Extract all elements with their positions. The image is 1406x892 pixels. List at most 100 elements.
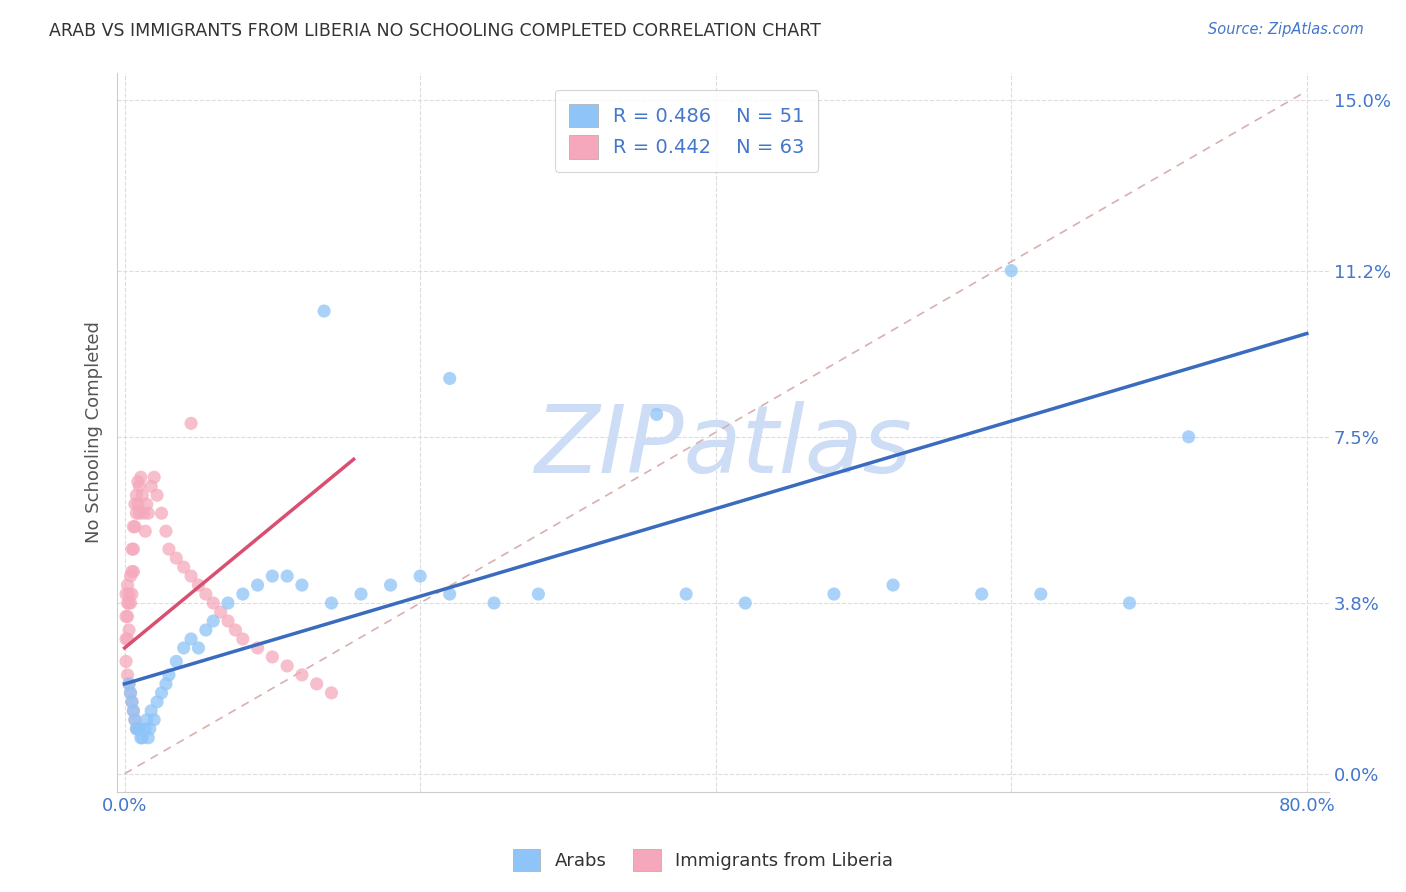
Point bbox=[120, 596, 142, 610]
Point bbox=[262, 649, 284, 664]
Point bbox=[314, 304, 336, 318]
Legend: Arabs, Immigrants from Liberia: Arabs, Immigrants from Liberia bbox=[506, 842, 900, 879]
Point bbox=[115, 609, 138, 624]
Point bbox=[291, 578, 314, 592]
Point bbox=[118, 623, 141, 637]
Point bbox=[1000, 263, 1022, 277]
Point bbox=[209, 605, 232, 619]
Point bbox=[127, 722, 149, 736]
Point bbox=[118, 677, 141, 691]
Point bbox=[439, 587, 461, 601]
Point bbox=[232, 587, 254, 601]
Point bbox=[380, 578, 402, 592]
Point bbox=[155, 677, 177, 691]
Point bbox=[134, 722, 156, 736]
Point bbox=[125, 488, 148, 502]
Point bbox=[276, 569, 298, 583]
Point bbox=[165, 655, 187, 669]
Point bbox=[121, 542, 143, 557]
Text: Source: ZipAtlas.com: Source: ZipAtlas.com bbox=[1208, 22, 1364, 37]
Point bbox=[120, 686, 142, 700]
Point bbox=[321, 686, 343, 700]
Point bbox=[146, 488, 169, 502]
Point bbox=[121, 587, 143, 601]
Point bbox=[136, 731, 159, 745]
Point bbox=[122, 704, 145, 718]
Point bbox=[135, 497, 157, 511]
Point bbox=[117, 632, 139, 646]
Point bbox=[124, 713, 146, 727]
Point bbox=[128, 722, 150, 736]
Point bbox=[127, 475, 149, 489]
Text: ARAB VS IMMIGRANTS FROM LIBERIA NO SCHOOLING COMPLETED CORRELATION CHART: ARAB VS IMMIGRANTS FROM LIBERIA NO SCHOO… bbox=[49, 22, 821, 40]
Point bbox=[125, 506, 148, 520]
Point bbox=[122, 519, 145, 533]
Point bbox=[128, 479, 150, 493]
Point bbox=[439, 371, 461, 385]
Point bbox=[262, 569, 284, 583]
Point bbox=[132, 506, 155, 520]
Point bbox=[482, 596, 505, 610]
Point bbox=[150, 506, 173, 520]
Point bbox=[217, 614, 239, 628]
Point bbox=[305, 677, 328, 691]
Point bbox=[157, 542, 180, 557]
Point bbox=[141, 704, 163, 718]
Point bbox=[1029, 587, 1052, 601]
Point bbox=[129, 470, 152, 484]
Point bbox=[970, 587, 993, 601]
Point bbox=[122, 565, 145, 579]
Point bbox=[173, 560, 195, 574]
Point bbox=[194, 587, 217, 601]
Point bbox=[122, 704, 145, 718]
Point bbox=[127, 497, 149, 511]
Point bbox=[1177, 430, 1199, 444]
Point bbox=[882, 578, 904, 592]
Point bbox=[180, 417, 202, 431]
Point bbox=[117, 596, 139, 610]
Point bbox=[115, 587, 138, 601]
Point bbox=[120, 569, 142, 583]
Point bbox=[173, 640, 195, 655]
Text: ZIPatlas: ZIPatlas bbox=[534, 401, 912, 492]
Point bbox=[117, 578, 139, 592]
Point bbox=[117, 609, 139, 624]
Point bbox=[125, 722, 148, 736]
Point bbox=[150, 686, 173, 700]
Legend: R = 0.486    N = 51, R = 0.442    N = 63: R = 0.486 N = 51, R = 0.442 N = 63 bbox=[555, 90, 818, 172]
Point bbox=[118, 677, 141, 691]
Point bbox=[115, 655, 138, 669]
Point bbox=[121, 695, 143, 709]
Point bbox=[125, 722, 148, 736]
Point bbox=[1118, 596, 1140, 610]
Point bbox=[202, 596, 225, 610]
Point bbox=[246, 578, 269, 592]
Point bbox=[202, 614, 225, 628]
Point bbox=[321, 596, 343, 610]
Point bbox=[135, 713, 157, 727]
Point bbox=[187, 578, 209, 592]
Point bbox=[180, 569, 202, 583]
Point bbox=[155, 524, 177, 538]
Point bbox=[350, 587, 373, 601]
Point bbox=[141, 479, 163, 493]
Point bbox=[291, 668, 314, 682]
Point bbox=[823, 587, 845, 601]
Point bbox=[129, 731, 152, 745]
Point bbox=[138, 722, 160, 736]
Point bbox=[180, 632, 202, 646]
Point bbox=[157, 668, 180, 682]
Point bbox=[121, 565, 143, 579]
Point bbox=[118, 596, 141, 610]
Point bbox=[232, 632, 254, 646]
Point bbox=[117, 668, 139, 682]
Point bbox=[409, 569, 432, 583]
Point bbox=[143, 470, 166, 484]
Point bbox=[115, 632, 138, 646]
Point bbox=[187, 640, 209, 655]
Point bbox=[217, 596, 239, 610]
Point bbox=[136, 506, 159, 520]
Point bbox=[120, 686, 142, 700]
Point bbox=[276, 659, 298, 673]
Point bbox=[131, 731, 153, 745]
